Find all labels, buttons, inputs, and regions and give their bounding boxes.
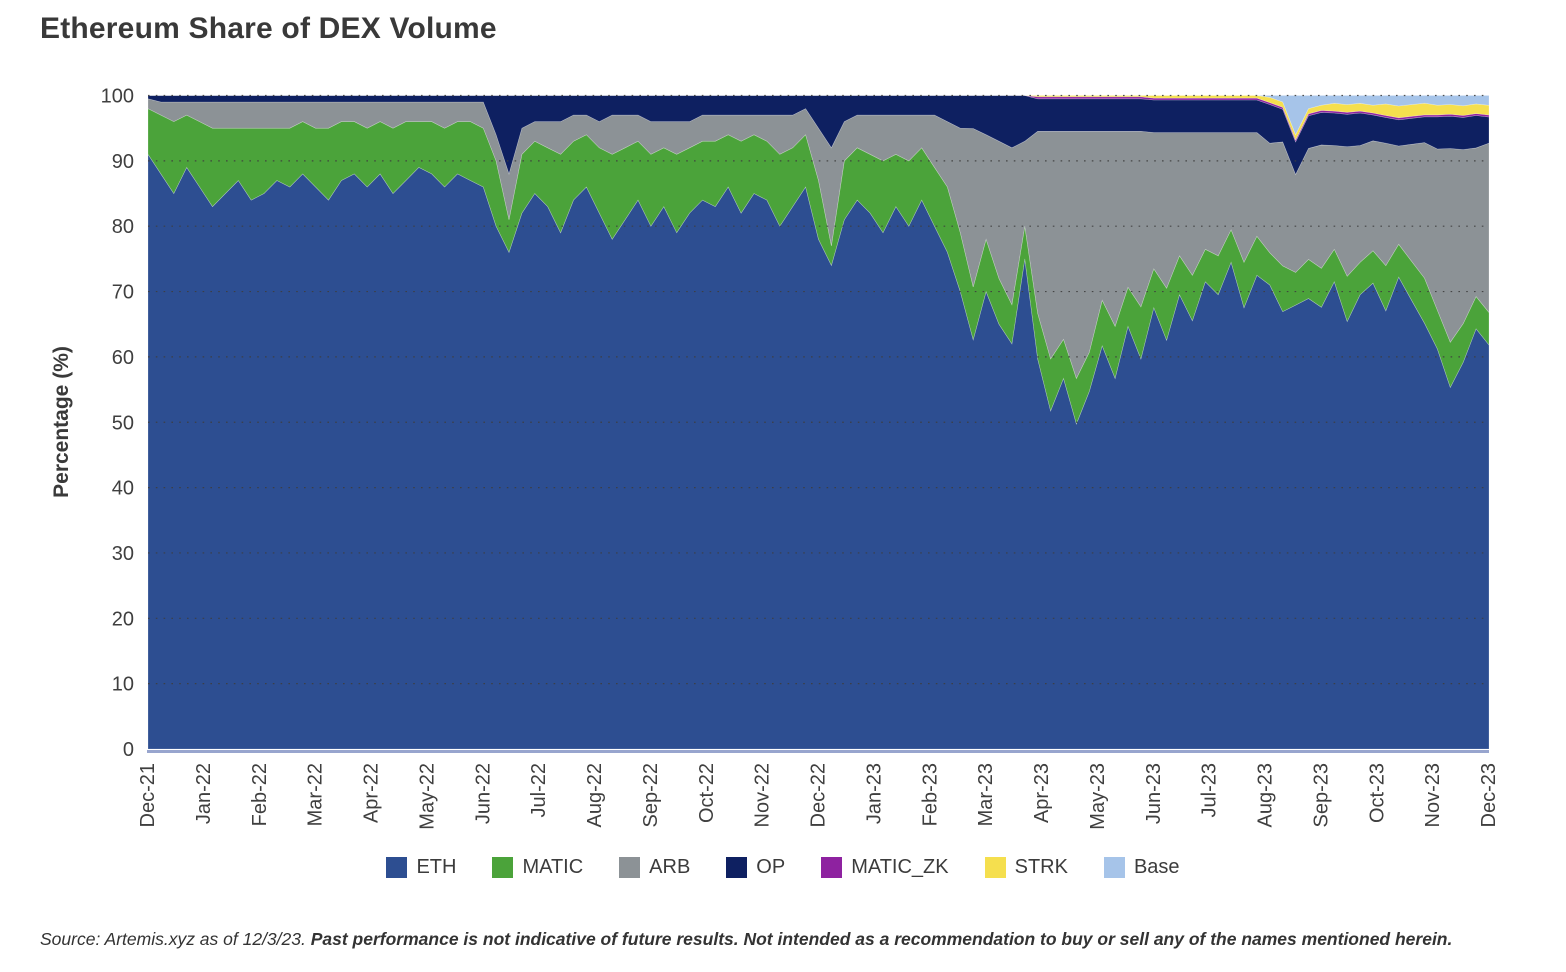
y-tick-label-90: 90 (112, 151, 134, 173)
y-tick-label-10: 10 (112, 674, 134, 696)
x-tick-label-Jun-23: Jun-23 (1143, 763, 1165, 824)
x-tick-label-Jan-22: Jan-22 (193, 763, 215, 824)
legend-swatch-op (726, 857, 748, 878)
x-tick-label-Jun-22: Jun-22 (472, 763, 494, 824)
legend-swatch-matic (492, 857, 514, 878)
source-note-bold: Past performance is not indicative of fu… (310, 929, 1453, 949)
x-tick-label-Feb-23: Feb-23 (919, 763, 941, 826)
legend-label-arb: ARB (649, 856, 691, 878)
x-tick-label-Feb-22: Feb-22 (249, 763, 271, 826)
x-tick-label-May-23: May-23 (1087, 763, 1109, 830)
legend-swatch-base (1103, 857, 1125, 878)
x-tick-label-Sep-22: Sep-22 (640, 763, 662, 828)
legend-item-base: Base (1103, 856, 1180, 879)
x-tick-label-Oct-22: Oct-22 (696, 763, 718, 823)
x-tick-label-Dec-22: Dec-22 (808, 763, 830, 827)
legend-label-op: OP (756, 856, 786, 878)
x-tick-label-Mar-22: Mar-22 (305, 763, 327, 826)
x-tick-label-Oct-23: Oct-23 (1366, 763, 1388, 823)
legend-label-base: Base (1133, 856, 1180, 878)
x-tick-label-Sep-23: Sep-23 (1310, 763, 1332, 828)
y-tick-label-0: 0 (123, 739, 134, 761)
area-MATIC_ZK (148, 95, 1490, 143)
legend-item-matic: MATIC (492, 856, 583, 879)
y-tick-label-80: 80 (112, 216, 134, 238)
legend-item-arb: ARB (619, 856, 690, 879)
x-tick-label-Apr-23: Apr-23 (1031, 763, 1053, 823)
x-tick-label-Jul-22: Jul-22 (528, 763, 550, 817)
legend-item-matic-zk: MATIC_ZK (821, 856, 949, 879)
area-STRK (148, 95, 1490, 141)
legend-label-strk: STRK (1014, 856, 1068, 878)
chart-title: Ethereum Share of DEX Volume (40, 12, 497, 45)
x-tick-label-Nov-22: Nov-22 (752, 763, 774, 827)
source-note: Source: Artemis.xyz as of 12/3/23. Past … (40, 928, 1540, 951)
y-tick-label-50: 50 (112, 412, 134, 434)
y-tick-label-100: 100 (101, 86, 134, 108)
area-Base (148, 95, 1490, 136)
area-OP (147, 95, 1490, 176)
legend-label-matic: MATIC (522, 856, 584, 878)
legend-item-op: OP (726, 856, 785, 879)
x-tick-label-Dec-23: Dec-23 (1478, 763, 1500, 827)
legend-label-eth: ETH (416, 856, 457, 878)
y-tick-label-60: 60 (112, 347, 134, 369)
x-tick-label-Apr-22: Apr-22 (361, 763, 383, 823)
source-note-normal: Source: Artemis.xyz as of 12/3/23. (40, 929, 311, 949)
x-tick-label-Dec-21: Dec-21 (137, 763, 159, 827)
x-tick-label-Jan-23: Jan-23 (863, 763, 885, 824)
legend-swatch-matic-zk (821, 857, 843, 878)
x-tick-label-May-22: May-22 (416, 763, 438, 830)
x-tick-label-Aug-23: Aug-23 (1255, 763, 1277, 828)
x-tick-label-Mar-23: Mar-23 (975, 763, 997, 826)
y-tick-label-40: 40 (112, 478, 134, 500)
legend-item-strk: STRK (984, 856, 1068, 879)
x-tick-label-Nov-23: Nov-23 (1422, 763, 1444, 827)
legend-item-eth: ETH (386, 856, 456, 879)
legend: ETH MATIC ARB OP MATIC_ZK STRK Base (0, 856, 1566, 879)
y-tick-label-70: 70 (112, 282, 134, 304)
legend-swatch-arb (619, 857, 641, 878)
x-tick-label-Aug-22: Aug-22 (584, 763, 606, 828)
legend-label-matic-zk: MATIC_ZK (851, 856, 949, 878)
legend-swatch-eth (386, 857, 408, 878)
x-tick-label-Jul-23: Jul-23 (1199, 763, 1221, 817)
legend-swatch-strk (984, 857, 1006, 878)
y-tick-label-30: 30 (112, 543, 134, 565)
y-tick-label-20: 20 (112, 608, 134, 630)
